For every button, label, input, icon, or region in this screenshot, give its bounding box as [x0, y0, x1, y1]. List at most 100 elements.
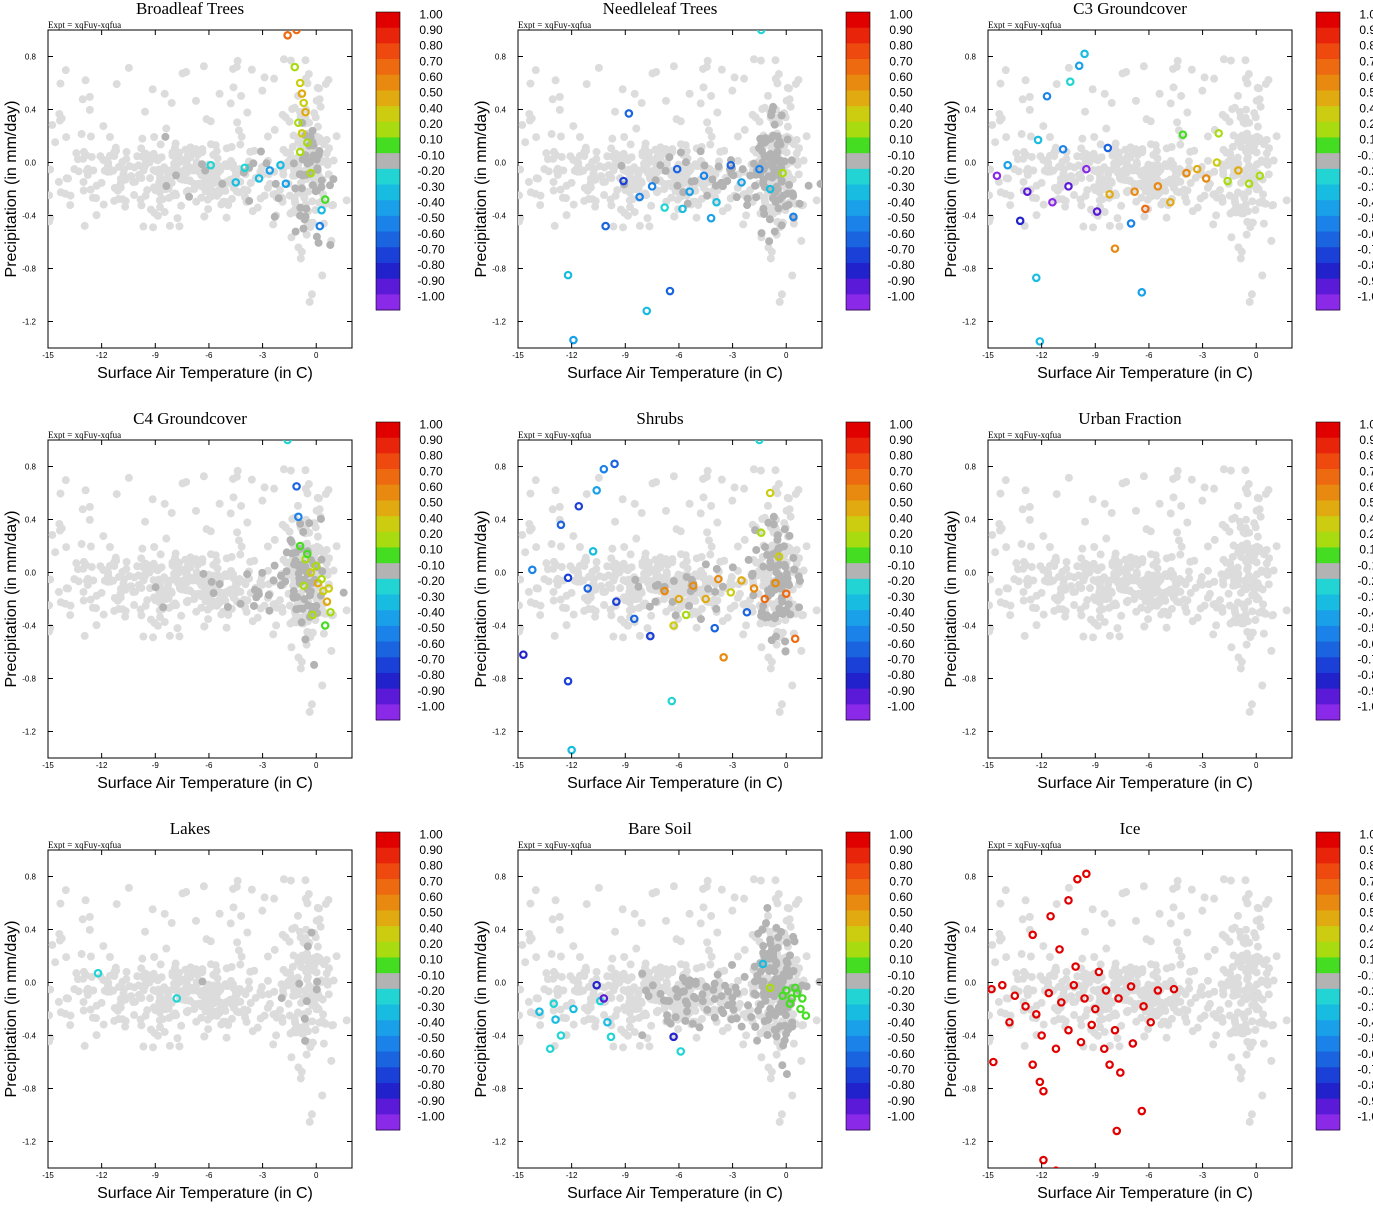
neutral-point — [761, 543, 769, 551]
background-point — [784, 123, 792, 131]
background-point — [236, 141, 244, 149]
background-point — [1219, 111, 1227, 119]
background-point — [245, 978, 253, 986]
background-point — [93, 182, 101, 190]
background-point — [740, 895, 748, 903]
y-tick-label: 0.4 — [25, 926, 37, 935]
background-point — [1226, 210, 1234, 218]
background-point — [1183, 518, 1191, 526]
background-point — [591, 203, 599, 211]
background-point — [1087, 565, 1095, 573]
neutral-point — [771, 121, 779, 129]
background-point — [1255, 134, 1263, 142]
background-point — [570, 611, 578, 619]
y-tick-label: -0.8 — [962, 265, 976, 274]
background-point — [1039, 532, 1047, 540]
neutral-point — [237, 600, 245, 608]
background-point — [1105, 167, 1113, 175]
colorbar-swatch — [846, 453, 870, 469]
background-point — [286, 118, 294, 126]
neutral-point — [759, 563, 767, 571]
background-point — [607, 144, 615, 152]
background-point — [269, 630, 277, 638]
background-point — [1113, 576, 1121, 584]
background-point — [168, 509, 176, 517]
background-point — [1108, 509, 1116, 517]
background-point — [1057, 594, 1065, 602]
colorbar-swatch — [846, 232, 870, 248]
background-point — [576, 133, 584, 141]
background-point — [1106, 632, 1114, 640]
background-point — [233, 938, 241, 946]
background-point — [306, 298, 314, 306]
neutral-point — [277, 581, 285, 589]
colorbar-swatch — [1316, 90, 1340, 106]
background-point — [237, 912, 245, 920]
background-point — [569, 156, 577, 164]
background-point — [93, 211, 101, 219]
background-point — [261, 893, 269, 901]
colorbar-swatch — [376, 247, 400, 263]
x-tick-label: -3 — [1199, 351, 1207, 360]
background-point — [647, 202, 655, 210]
background-point — [157, 550, 165, 558]
background-point — [179, 889, 187, 897]
background-point — [549, 95, 557, 103]
background-point — [66, 201, 74, 209]
background-point — [1145, 182, 1153, 190]
background-point — [1040, 201, 1048, 209]
colorbar-label: -0.90 — [887, 684, 915, 698]
background-point — [1163, 214, 1171, 222]
background-point — [632, 535, 640, 543]
background-point — [631, 910, 639, 918]
colorbar-swatch — [1316, 75, 1340, 91]
background-point — [1033, 182, 1041, 190]
x-tick-label: -3 — [259, 1171, 267, 1180]
background-point — [186, 153, 194, 161]
background-point — [1219, 521, 1227, 529]
colorbar-swatch — [376, 1005, 400, 1021]
background-point — [333, 132, 341, 140]
neutral-point — [773, 536, 781, 544]
background-point — [173, 214, 181, 222]
background-point — [600, 191, 608, 199]
background-point — [172, 1011, 180, 1019]
y-tick-label: -1.2 — [492, 728, 506, 737]
colorbar-swatch — [846, 137, 870, 153]
colorbar-swatch — [376, 657, 400, 673]
colorbar-swatch — [376, 106, 400, 122]
neutral-point — [634, 583, 642, 591]
background-point — [1057, 585, 1065, 593]
colorbar-label: 0.50 — [419, 906, 443, 920]
background-point — [173, 576, 181, 584]
background-point — [363, 578, 371, 586]
background-point — [797, 647, 805, 655]
background-point — [1020, 178, 1028, 186]
colorbar-label: 0.90 — [419, 843, 443, 857]
colorbar-label: -0.50 — [417, 211, 445, 225]
background-point — [99, 532, 107, 540]
neutral-point — [719, 583, 727, 591]
background-point — [137, 964, 145, 972]
background-point — [704, 57, 712, 65]
background-point — [236, 961, 244, 969]
background-point — [793, 546, 801, 554]
neutral-point — [770, 513, 778, 521]
background-point — [106, 133, 114, 141]
background-point — [996, 490, 1004, 498]
background-point — [1173, 188, 1181, 196]
background-point — [261, 73, 269, 81]
neutral-point — [292, 228, 300, 236]
background-point — [200, 213, 208, 221]
background-point — [1257, 103, 1265, 111]
background-point — [707, 92, 715, 100]
background-point — [179, 69, 187, 77]
neutral-point — [817, 180, 825, 188]
background-point — [226, 586, 234, 594]
colorbar-swatch — [376, 895, 400, 911]
background-point — [731, 483, 739, 491]
background-point — [1108, 99, 1116, 107]
